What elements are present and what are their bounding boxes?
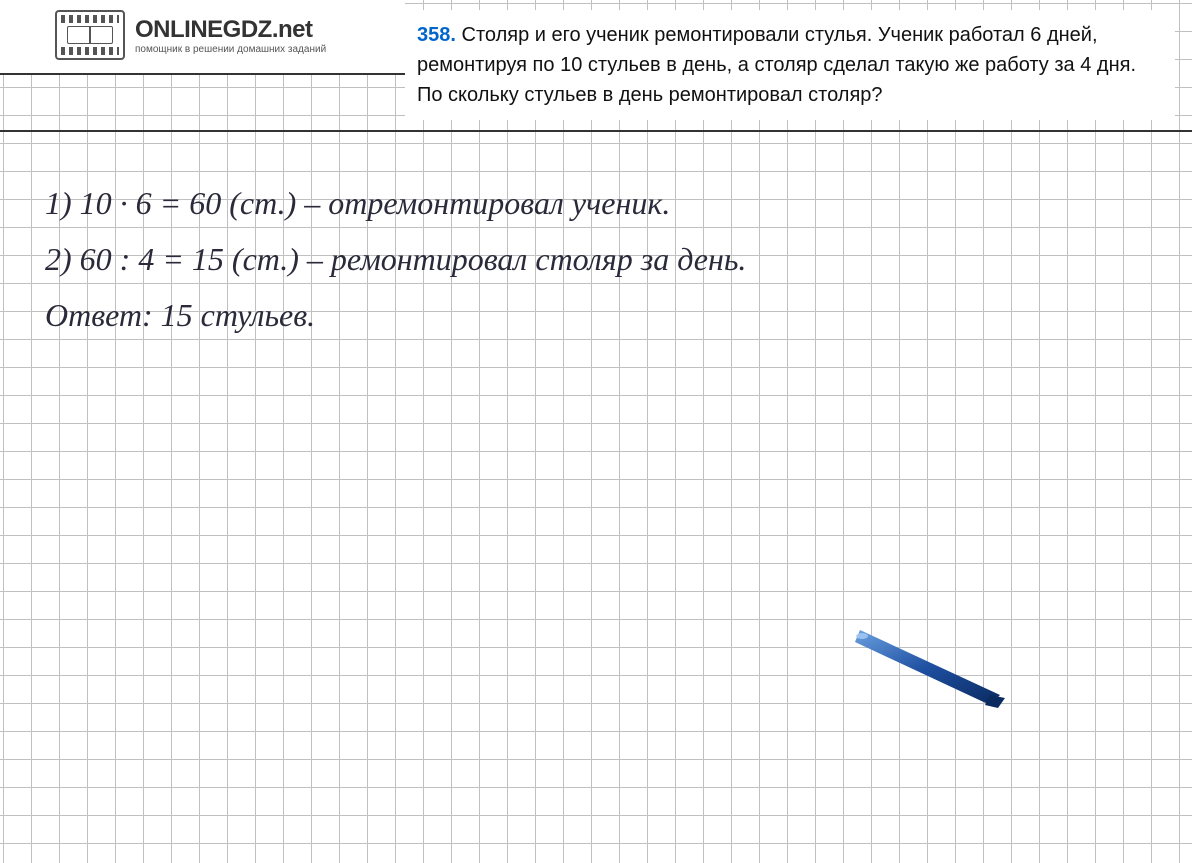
open-book-icon (67, 26, 113, 44)
problem-body: Столяр и его ученик ремонтировали стулья… (417, 24, 1136, 106)
logo-subtitle: помощник в решении домашних заданий (135, 44, 326, 55)
problem-statement: 358. Столяр и его ученик ремонтировали с… (405, 10, 1175, 120)
logo-title: ONLINEGDZ.net (135, 16, 326, 44)
solution-step-1: 1) 10 · 6 = 60 (ст.) – отремонтировал уч… (45, 175, 746, 231)
pen-tip-graphic (850, 620, 1010, 710)
problem-number: 358. (417, 24, 456, 46)
solution-step-2: 2) 60 : 4 = 15 (ст.) – ремонтировал стол… (45, 231, 746, 287)
header-rule-2 (0, 130, 1192, 132)
handwritten-solution: 1) 10 · 6 = 60 (ст.) – отремонтировал уч… (45, 175, 746, 343)
logo-text-block: ONLINEGDZ.net помощник в решении домашни… (135, 16, 326, 55)
film-book-icon (55, 10, 125, 60)
solution-answer: Ответ: 15 стульев. (45, 287, 746, 343)
site-logo: ONLINEGDZ.net помощник в решении домашни… (55, 10, 326, 60)
header-rule-1 (0, 73, 405, 75)
problem-text: 358. Столяр и его ученик ремонтировали с… (417, 24, 1136, 106)
